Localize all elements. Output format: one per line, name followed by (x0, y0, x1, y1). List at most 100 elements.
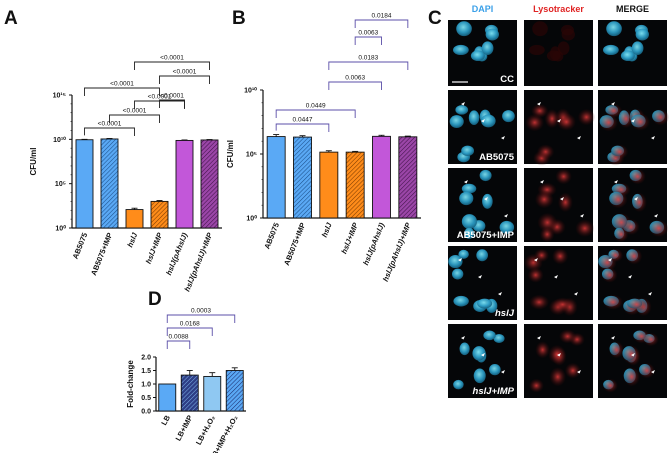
microscopy-header: Lysotracker (533, 4, 584, 14)
arrow-marker (580, 214, 584, 218)
nucleus (448, 254, 463, 269)
arrow-marker (628, 275, 632, 279)
arrow-marker (461, 102, 465, 106)
arrow-marker (481, 353, 485, 357)
lysosome-stain (549, 367, 566, 387)
nucleus (485, 28, 499, 41)
nucleus (464, 227, 475, 239)
comparison-bracket (166, 340, 191, 349)
nucleus (461, 183, 477, 194)
arrow-marker (498, 292, 502, 296)
nucleus (479, 169, 492, 182)
nucleus (482, 193, 493, 209)
comparison-bracket (84, 127, 135, 136)
lysosome-stain (601, 267, 618, 283)
lysosome-stain (614, 226, 629, 242)
arrow-marker (554, 275, 558, 279)
arrow-marker (577, 136, 581, 140)
comparison-bracket (166, 314, 236, 323)
bar (180, 374, 199, 412)
lysosome-stain (557, 113, 576, 131)
microscopy-header: MERGE (616, 4, 649, 14)
category-label: AB5075+IMP (89, 231, 114, 276)
nucleus (451, 268, 464, 280)
nucleus (458, 249, 469, 259)
lysosome-stain (632, 192, 647, 212)
comparison-bracket (134, 61, 210, 70)
lysosome-stain (548, 345, 566, 364)
arrow-marker (501, 136, 505, 140)
comparison-bracket (354, 36, 382, 45)
lysosome-stain (622, 345, 640, 364)
row-label: CC (500, 74, 514, 85)
lysosome-stain (527, 267, 544, 283)
y-tick-label: 10¹⁵ (53, 93, 66, 100)
lysosome-stain (631, 113, 650, 131)
category-label: AB5075+IMP (282, 221, 307, 266)
category-label: hslJ (125, 231, 139, 249)
panel-letter-a: A (4, 8, 18, 29)
lysosome-stain (535, 341, 550, 359)
p-value-label: <0.0001 (160, 55, 184, 62)
comparison-bracket (84, 87, 160, 96)
bar (158, 383, 177, 412)
p-value-label: 0.0063 (345, 75, 365, 82)
category-label: hslJ(pAhslJ)+IMP (381, 220, 413, 282)
lysosome-stain (544, 109, 560, 128)
nucleus (493, 333, 505, 343)
y-tick-label: 10⁰ (246, 215, 257, 223)
arrow-marker (504, 214, 508, 218)
nucleus (456, 21, 472, 37)
comparison-bracket (166, 327, 213, 336)
arrow-marker (611, 102, 615, 106)
p-value-label: 0.0063 (358, 30, 378, 37)
bar (100, 138, 119, 229)
row-label: hslJ (495, 308, 515, 319)
lysosome-stain (633, 329, 650, 344)
y-tick-label: 10¹⁰ (53, 136, 66, 144)
panel-letter-d: D (148, 289, 162, 310)
lysosome-stain (529, 294, 549, 310)
lysosome-stain (540, 226, 555, 242)
y-axis-label: CFU/ml (226, 140, 235, 168)
lysosome-stain (534, 248, 549, 262)
lysosome-stain (599, 114, 618, 132)
nucleus (603, 44, 619, 56)
nucleus (489, 364, 501, 376)
nucleus (499, 220, 515, 234)
arrow-marker (464, 180, 468, 184)
y-tick-label: 10¹⁰ (244, 87, 257, 95)
category-label: hslJ(pAhslJ)+IMP (183, 230, 215, 292)
lysosome-stain (627, 297, 647, 312)
bar (75, 139, 94, 229)
lysosome-stain (608, 248, 623, 262)
arrow-marker (560, 197, 564, 201)
arrow-marker (537, 102, 541, 106)
lysosome-stain (611, 213, 631, 232)
p-value-label: 0.0449 (306, 103, 326, 110)
bar (203, 375, 222, 412)
bar (225, 370, 244, 412)
nucleus (631, 41, 644, 56)
y-tick-label: 1.0 (141, 382, 151, 389)
lysosome-stain (529, 378, 544, 393)
arrow-marker (461, 336, 465, 340)
nucleus (502, 110, 515, 123)
bar (266, 136, 286, 219)
y-tick-label: 1.5 (141, 368, 151, 375)
nucleus (455, 105, 469, 115)
p-value-label: 0.0184 (372, 13, 392, 20)
bar (372, 135, 391, 219)
bar (345, 151, 365, 219)
lysosome-stain (535, 190, 554, 209)
p-value-label: <0.0001 (98, 121, 122, 128)
arrow-marker (557, 119, 561, 123)
arrow-marker (634, 197, 638, 201)
arrow-marker (501, 370, 505, 374)
row-label: AB5075+IMP (457, 230, 515, 241)
arrow-marker (537, 336, 541, 340)
bar (319, 151, 339, 219)
lysosome-stain (525, 114, 544, 132)
nucleus (459, 191, 474, 206)
